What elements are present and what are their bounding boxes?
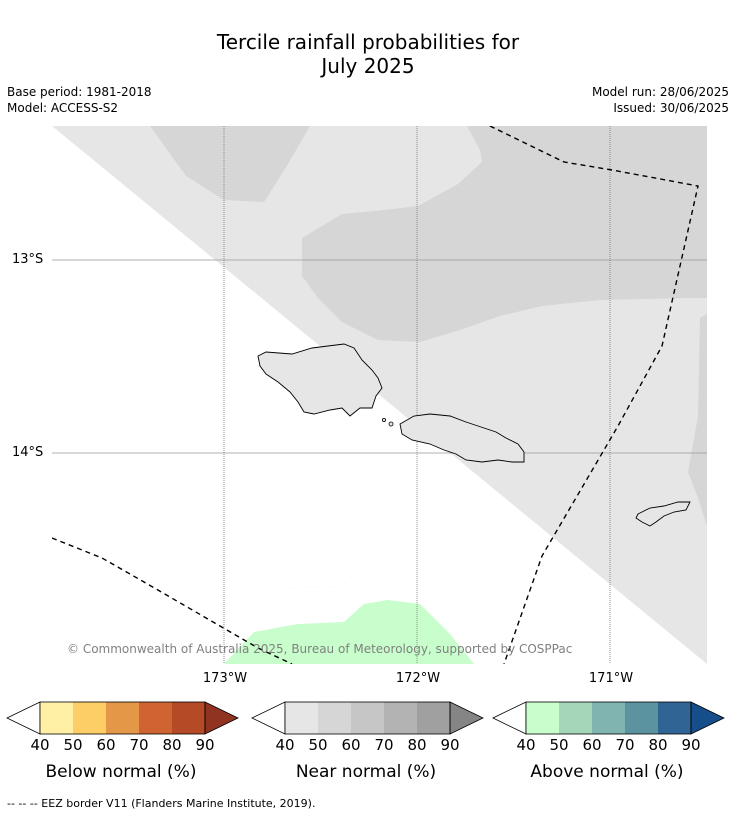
title-line-2: July 2025 [321,54,415,78]
base-period: Base period: 1981-2018 [7,85,152,99]
map-svg [52,126,707,664]
near-normal-50-region-e [688,314,707,526]
colorbar-above-segment [559,702,592,734]
colorbar-near-segment [384,702,417,734]
colorbar-below-segment [40,702,73,734]
island-savaii [257,343,383,417]
colorbar-below-tick: 80 [162,736,182,754]
colorbar-above-segment [526,702,559,734]
colorbar-near-tick: 60 [341,736,361,754]
colorbar-above-tick: 90 [681,736,701,754]
map-area [52,126,707,664]
colorbar-below-segment [106,702,139,734]
lon-label-171w: 171°W [588,671,634,686]
colorbar-near-segment [351,702,384,734]
colorbar-near-tick: 70 [374,736,394,754]
colorbar-near-tick: 40 [275,736,295,754]
colorbar-below-segment [172,702,205,734]
colorbar-near-segment [285,702,318,734]
map-title: Tercile rainfall probabilities for July … [0,30,736,78]
colorbar-above-label: Above normal (%) [530,762,684,782]
colorbar-near-segment [318,702,351,734]
colorbar-below-extend-low [6,701,41,735]
colorbar-above-tick: 50 [549,736,569,754]
colorbars [6,701,725,735]
colorbar-above-tick: 80 [648,736,668,754]
colorbar-below-outline [39,701,206,735]
model-name: Model: ACCESS-S2 [7,101,119,115]
near-normal-50-region-nw [150,126,310,202]
colorbar-below-label: Below normal (%) [45,762,197,782]
copyright-notice: © Commonwealth of Australia 2025, Bureau… [67,642,573,656]
above-normal-40-region [224,600,474,664]
colorbar-below-tick: 60 [96,736,116,754]
island-upolu [399,413,525,463]
colorbar-near-outline [284,701,451,735]
near-normal-50-region-ne [302,126,707,342]
colorbar-near-label: Near normal (%) [295,762,437,782]
colorbar-below-tick: 40 [30,736,50,754]
colorbar-above-segment [592,702,625,734]
title-line-1: Tercile rainfall probabilities for [216,30,520,54]
colorbar-above-segment [625,702,658,734]
colorbar-above-extend-low [492,701,527,735]
islet-apolima [381,417,386,422]
island-tutuila [635,501,691,527]
lon-label-173w: 173°W [202,671,248,686]
colorbar-below-tick: 90 [195,736,215,754]
colorbar-below-segment [139,702,172,734]
colorbar-near-tick: 90 [440,736,460,754]
colorbar-above-segment [658,702,691,734]
eez-legend-note: -- -- -- EEZ border V11 (Flanders Marine… [7,797,316,810]
meta-left: Base period: 1981-2018 Model: ACCESS-S2 [7,84,152,116]
colorbar-near-extend-high [449,701,484,735]
model-run: Model run: 28/06/2025 [591,85,729,99]
eez-border-south [52,537,293,664]
colorbar-above-outline [525,701,692,735]
colorbar-near-tick: 50 [308,736,328,754]
colorbar-below-segment [73,702,106,734]
islet-manono [388,421,394,427]
colorbar-above-tick: 40 [516,736,536,754]
colorbar-near-segment [417,702,450,734]
colorbar-near-tick: 80 [407,736,427,754]
lon-label-172w: 172°W [395,671,441,686]
colorbar-below-tick: 50 [63,736,83,754]
meta-right: Model run: 28/06/2025 Issued: 30/06/2025 [592,84,729,116]
eez-border-east [489,126,699,664]
colorbar-below-tick: 70 [129,736,149,754]
colorbar-below-extend-high [204,701,239,735]
issued-date: Issued: 30/06/2025 [613,101,729,115]
colorbar-above-tick: 60 [582,736,602,754]
lat-label-14s: 14°S [12,445,44,460]
lat-label-13s: 13°S [12,252,44,267]
colorbar-above-extend-high [690,701,725,735]
colorbar-above-tick: 70 [615,736,635,754]
colorbar-near-extend-low [251,701,286,735]
